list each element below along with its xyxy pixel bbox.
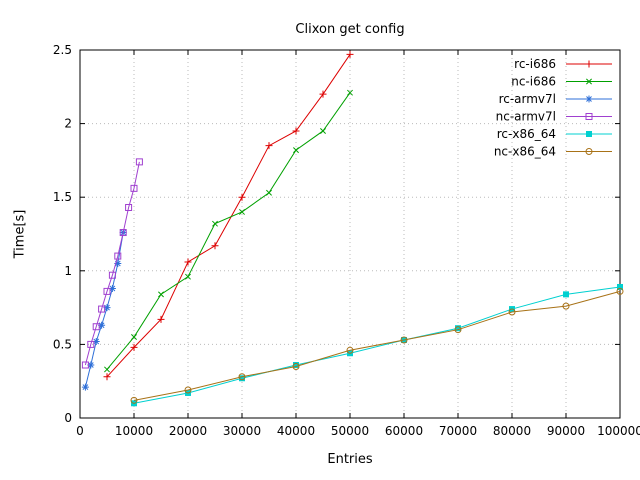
marker-plus <box>585 60 593 68</box>
series-line-nc-i686 <box>106 92 351 370</box>
marker-circle-open <box>238 373 246 381</box>
marker-circle-open <box>616 287 624 295</box>
x-tick-label: 0 <box>76 424 84 438</box>
x-tick-label: 80000 <box>493 424 531 438</box>
x-tick-label: 60000 <box>385 424 423 438</box>
chart-title: Clixon get config <box>295 22 405 37</box>
marker-plus <box>130 343 138 351</box>
y-tick-label: 2 <box>64 117 72 131</box>
marker-cross <box>586 78 592 85</box>
marker-square-filled <box>586 131 592 137</box>
series-nc-armv7l <box>81 158 143 369</box>
marker-circle-open <box>130 396 138 404</box>
marker-plus <box>292 127 300 135</box>
legend-label-rc-armv7l: rc-armv7l <box>499 92 556 106</box>
series-nc-x86_64 <box>130 287 624 404</box>
series-line-nc-x86_64 <box>133 290 621 401</box>
series-line-rc-armv7l <box>84 232 124 388</box>
marker-circle-open <box>400 336 408 344</box>
marker-asterisk <box>108 284 116 292</box>
marker-square-open <box>130 184 138 192</box>
legend-label-nc-armv7l: nc-armv7l <box>496 110 556 124</box>
series-line-rc-x86_64 <box>133 286 621 404</box>
marker-circle-open <box>184 386 192 394</box>
marker-plus <box>238 193 246 201</box>
marker-plus <box>211 242 219 250</box>
marker-square-open <box>98 305 106 313</box>
marker-cross <box>293 147 299 154</box>
x-tick-label: 30000 <box>223 424 261 438</box>
x-tick-label: 40000 <box>277 424 315 438</box>
marker-circle-open <box>292 362 300 370</box>
marker-square-open <box>87 340 95 348</box>
marker-plus <box>265 142 273 150</box>
marker-asterisk <box>114 259 122 267</box>
series-rc-i686 <box>103 50 354 381</box>
legend-label-rc-x86_64: rc-x86_64 <box>497 127 556 141</box>
series-rc-armv7l <box>81 229 127 391</box>
marker-square-filled <box>239 375 245 382</box>
y-tick-label: 0.5 <box>53 337 72 351</box>
series-line-nc-armv7l <box>84 161 140 366</box>
y-tick-label: 1 <box>64 264 72 278</box>
x-axis-label: Entries <box>327 452 373 467</box>
marker-square-filled <box>293 362 299 369</box>
x-tick-label: 20000 <box>169 424 207 438</box>
marker-cross <box>320 127 326 134</box>
marker-cross <box>347 89 353 96</box>
marker-plus <box>157 315 165 323</box>
marker-square-open <box>585 113 593 120</box>
series-nc-i686 <box>104 89 353 373</box>
x-tick-label: 70000 <box>439 424 477 438</box>
marker-asterisk <box>585 95 593 103</box>
marker-circle-open <box>585 148 593 155</box>
marker-circle-open <box>508 308 516 316</box>
x-tick-label: 10000 <box>115 424 153 438</box>
x-tick-label: 90000 <box>547 424 585 438</box>
marker-square-open <box>119 229 127 237</box>
marker-square-filled <box>617 283 623 290</box>
marker-square-open <box>125 204 133 212</box>
y-tick-label: 0 <box>64 411 72 425</box>
marker-asterisk <box>87 361 95 369</box>
y-tick-label: 1.5 <box>53 190 72 204</box>
x-tick-label: 50000 <box>331 424 369 438</box>
marker-cross <box>104 366 110 373</box>
marker-plus <box>346 50 354 58</box>
marker-asterisk <box>81 383 89 391</box>
marker-square-open <box>92 323 100 331</box>
marker-circle-open <box>562 302 570 310</box>
marker-square-open <box>108 271 116 279</box>
marker-plus <box>103 373 111 381</box>
marker-cross <box>185 273 191 280</box>
marker-cross <box>266 189 272 196</box>
legend-label-nc-i686: nc-i686 <box>511 75 556 89</box>
marker-square-open <box>103 287 111 295</box>
marker-cross <box>131 334 137 341</box>
marker-square-open <box>135 158 143 166</box>
marker-square-filled <box>563 291 569 298</box>
marker-asterisk <box>98 321 106 329</box>
legend-label-nc-x86_64: nc-x86_64 <box>494 145 556 159</box>
marker-cross <box>212 220 218 227</box>
legend: rc-i686 nc-i686 rc-armv7l nc-armv7l rc-x86_6… <box>494 57 612 159</box>
marker-cross <box>158 291 164 298</box>
marker-circle-open <box>346 346 354 354</box>
marker-asterisk <box>92 337 100 345</box>
marker-plus <box>319 90 327 98</box>
marker-circle-open <box>454 326 462 334</box>
marker-square-filled <box>455 325 461 332</box>
marker-plus <box>184 258 192 266</box>
legend-label-rc-i686: rc-i686 <box>514 57 556 71</box>
marker-cross <box>239 208 245 215</box>
y-tick-label: 2.5 <box>53 43 72 57</box>
x-tick-label: 100000 <box>597 424 640 438</box>
marker-asterisk <box>103 304 111 312</box>
marker-square-open <box>81 361 89 369</box>
series-line-rc-i686 <box>106 54 351 378</box>
marker-square-open <box>114 252 122 260</box>
